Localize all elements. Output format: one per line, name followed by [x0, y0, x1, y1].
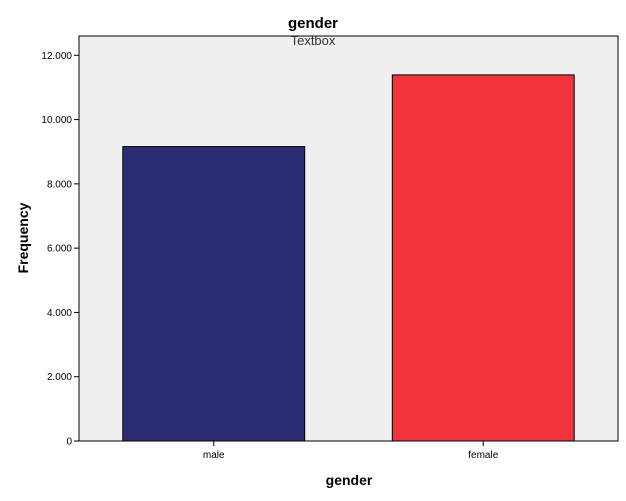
bar-male: [122, 146, 306, 442]
y-tick-label: 8.000: [47, 179, 72, 190]
y-tick-label: 12.000: [41, 51, 72, 62]
y-tick-label: 2.000: [47, 372, 72, 383]
y-tick-label: 10.000: [41, 115, 72, 126]
x-tick-label: male: [203, 450, 225, 461]
x-tick-label: female: [468, 450, 498, 461]
chart-title: gender: [288, 15, 338, 32]
y-tick-label: 6.000: [47, 244, 72, 255]
x-axis-label: gender: [326, 472, 373, 488]
chart-subtitle: Textbox: [291, 33, 336, 48]
y-axis-label: Frequency: [15, 202, 31, 273]
y-tick-label: 4.000: [47, 308, 72, 319]
y-tick-label: 0: [66, 437, 72, 448]
bar-female: [391, 74, 575, 442]
